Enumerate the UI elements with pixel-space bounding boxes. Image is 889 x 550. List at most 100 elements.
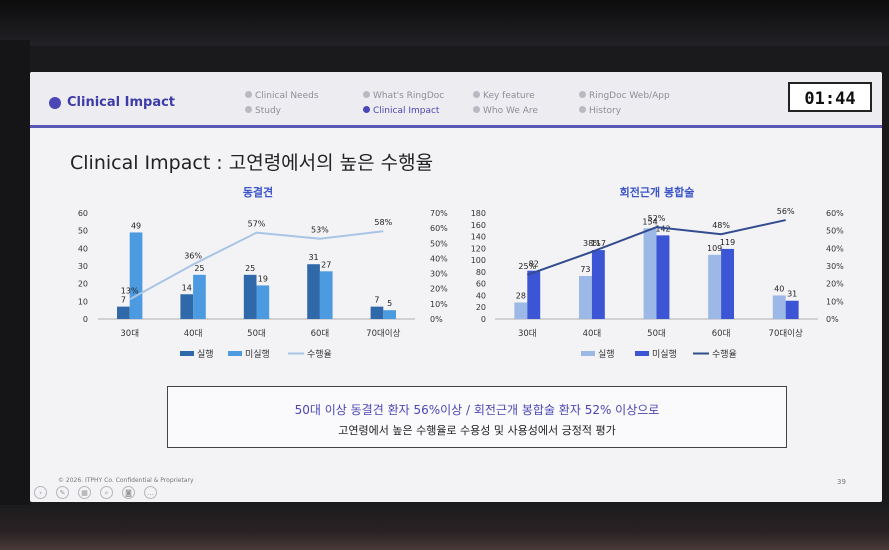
bar-value-label: 28 — [516, 292, 526, 301]
y2-tick-label: 30% — [826, 262, 844, 271]
nav-bullet-icon — [363, 91, 370, 98]
rate-label: 36% — [184, 251, 202, 260]
bar-value-label: 31 — [787, 290, 797, 299]
bar-nonexec — [656, 235, 670, 319]
nav-item-ringdoc-web-app[interactable]: RingDoc Web/App — [579, 91, 670, 101]
y-tick-label: 60 — [476, 280, 486, 289]
y2-tick-label: 20% — [430, 285, 448, 294]
camera-icon[interactable]: ◙ — [122, 486, 135, 499]
rate-label: 56% — [777, 207, 795, 216]
bar-value-label: 5 — [387, 299, 392, 308]
y2-tick-label: 20% — [826, 280, 844, 289]
next-icon[interactable]: › — [34, 486, 47, 499]
section-dot-icon — [49, 97, 61, 109]
x-tick-label: 70대이상 — [366, 328, 400, 339]
bar-value-label: 49 — [131, 221, 141, 230]
legend-label: 미실행 — [652, 348, 677, 360]
bar-value-label: 25 — [245, 264, 255, 273]
bar-value-label: 109 — [707, 244, 722, 253]
slide-title: Clinical Impact : 고연령에서의 높은 수행율 — [70, 152, 434, 174]
bar-value-label: 14 — [182, 283, 192, 292]
bar-exec — [708, 254, 722, 319]
nav-item-clinical-impact[interactable]: Clinical Impact — [363, 106, 439, 116]
bar-exec — [117, 306, 130, 319]
x-tick-label: 30대 — [518, 329, 537, 339]
chart-title: 동결견 — [243, 185, 273, 199]
nav-bullet-icon — [363, 106, 370, 113]
bar-nonexec — [129, 232, 143, 319]
bar-exec — [643, 228, 657, 319]
y2-tick-label: 30% — [430, 270, 448, 279]
y-tick-label: 0 — [481, 315, 486, 324]
nav-bullet-icon — [473, 106, 480, 113]
x-tick-label: 60대 — [311, 329, 330, 339]
bar-nonexec — [256, 285, 270, 319]
y2-tick-label: 50% — [826, 227, 844, 236]
bar-exec — [514, 302, 528, 319]
y2-tick-label: 60% — [430, 224, 448, 233]
bar-exec — [180, 294, 194, 319]
more-icon[interactable]: … — [144, 486, 157, 499]
bar-exec — [772, 295, 786, 319]
legend-swatch — [228, 351, 242, 356]
legend-label: 미실행 — [245, 348, 270, 360]
nav-item-study[interactable]: Study — [245, 106, 281, 116]
rate-label: 52% — [648, 214, 666, 223]
bar-nonexec — [785, 300, 799, 319]
nav-item-label: RingDoc Web/App — [589, 91, 670, 101]
bar-exec — [307, 264, 320, 319]
y2-tick-label: 10% — [826, 297, 844, 306]
bar-nonexec — [591, 250, 605, 319]
x-tick-label: 30대 — [120, 329, 139, 339]
bar-value-label: 25 — [194, 264, 204, 273]
nav-bullet-icon — [473, 91, 480, 98]
rate-label: 25% — [518, 262, 536, 271]
bar-value-label: 40 — [774, 284, 784, 293]
nav-item-history[interactable]: History — [579, 106, 621, 116]
y-tick-label: 160 — [471, 221, 486, 230]
chart-title: 회전근개 봉합술 — [620, 185, 695, 199]
header-divider — [30, 125, 882, 128]
legend-swatch — [581, 351, 595, 356]
bar-exec — [243, 274, 257, 319]
nav-item-clinical-needs[interactable]: Clinical Needs — [245, 91, 319, 101]
y2-tick-label: 0% — [430, 315, 443, 324]
y-tick-label: 30 — [78, 262, 88, 271]
nav-item-label: Who We Are — [483, 106, 538, 116]
y-tick-label: 180 — [471, 209, 486, 218]
slide-header — [30, 72, 882, 126]
legend-label: 실행 — [197, 348, 214, 360]
nav-item-key-feature[interactable]: Key feature — [473, 91, 535, 101]
nav-item-label: What's RingDoc — [373, 91, 445, 101]
bar-value-label: 82 — [529, 260, 539, 269]
nav-item-who-we-are[interactable]: Who We Are — [473, 106, 538, 116]
bar-nonexec — [319, 271, 333, 319]
nav-bullet-icon — [579, 106, 586, 113]
rate-label: 53% — [311, 226, 329, 235]
rate-label: 38% — [583, 239, 601, 248]
bar-value-label: 19 — [258, 274, 268, 283]
nav-item-what-s-ringdoc[interactable]: What's RingDoc — [363, 91, 444, 101]
y2-tick-label: 10% — [430, 300, 448, 309]
y2-tick-label: 50% — [430, 239, 448, 248]
y-tick-label: 20 — [476, 303, 486, 312]
x-tick-label: 40대 — [184, 329, 203, 339]
nav-item-label: Study — [255, 106, 281, 116]
x-tick-label: 50대 — [247, 329, 266, 339]
presentation-slide: Clinical Impact Clinical Needs Study What'… — [30, 72, 882, 502]
bar-nonexec — [383, 310, 396, 319]
room-wall — [0, 40, 30, 510]
bar-value-label: 31 — [308, 253, 318, 262]
bar-nonexec — [721, 248, 735, 319]
slides-icon[interactable]: ▦ — [78, 486, 91, 499]
x-tick-label: 50대 — [647, 329, 666, 339]
nav-bullet-icon — [245, 91, 252, 98]
zoom-icon[interactable]: ⌕ — [100, 486, 113, 499]
y-tick-label: 20 — [78, 280, 88, 289]
bar-exec — [578, 276, 592, 319]
y2-tick-label: 40% — [826, 244, 844, 253]
charts-area: 동결견01020304050600%10%20%30%40%50%60%70%3… — [78, 185, 844, 360]
timer: 01:44 — [788, 82, 872, 112]
pen-icon[interactable]: ✎ — [56, 486, 69, 499]
y-tick-label: 0 — [83, 315, 88, 324]
